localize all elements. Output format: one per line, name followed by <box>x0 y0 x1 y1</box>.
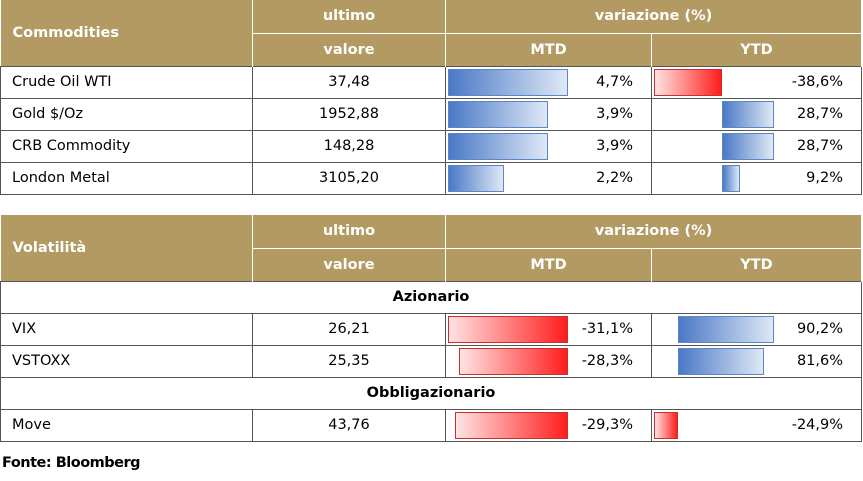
row-value: 43,76 <box>252 408 446 442</box>
row-name: VSTOXX <box>0 344 253 378</box>
mtd-cell: -28,3% <box>445 344 652 378</box>
row-name: London Metal <box>0 161 253 195</box>
ytd-bar <box>678 347 764 375</box>
mtd-cell: 2,2% <box>445 161 652 195</box>
row-name: Crude Oil WTI <box>0 65 253 99</box>
ytd-cell: 81,6% <box>650 344 863 378</box>
mtd-cell: 4,7% <box>445 65 652 99</box>
mtd-cell: 3,9% <box>445 129 652 163</box>
mtd-header: MTD <box>445 32 652 66</box>
mtd-cell: -29,3% <box>445 408 652 442</box>
ytd-bar <box>722 164 740 192</box>
row-value: 3105,20 <box>252 161 446 195</box>
mtd-bar <box>448 100 548 128</box>
mtd-cell: 3,9% <box>445 97 652 131</box>
row-name: Gold $/Oz <box>0 97 253 131</box>
ytd-bar <box>654 68 722 96</box>
variazione-header: variazione (%) <box>445 215 863 248</box>
ytd-bar <box>722 132 774 160</box>
valore-header: valore <box>252 247 446 281</box>
valore-header: valore <box>252 32 446 66</box>
table-row: Move 43,76 -29,3% -24,9% <box>0 408 863 442</box>
ytd-value: 9,2% <box>806 170 844 186</box>
ytd-header: YTD <box>651 247 863 281</box>
mtd-bar <box>448 315 568 343</box>
ultimo-header: ultimo <box>252 215 446 248</box>
mtd-bar <box>455 411 568 439</box>
ytd-cell: 28,7% <box>650 97 863 131</box>
volatility-title: Volatilità <box>0 215 253 281</box>
ytd-cell: 90,2% <box>650 312 863 346</box>
ytd-bar <box>654 411 678 439</box>
mtd-value: -28,3% <box>581 353 633 369</box>
ytd-cell: -24,9% <box>650 408 863 442</box>
mtd-value: -31,1% <box>581 321 633 337</box>
section-bonds: Obbligazionario <box>0 376 863 410</box>
mtd-header: MTD <box>445 247 652 281</box>
ytd-cell: -38,6% <box>650 65 863 99</box>
mtd-value: 4,7% <box>596 74 633 90</box>
ytd-value: 28,7% <box>796 138 844 154</box>
volatility-table: Volatilità ultimo variazione (%) valore … <box>0 215 863 442</box>
ytd-value: 90,2% <box>796 321 844 337</box>
ultimo-header: ultimo <box>252 0 446 33</box>
mtd-bar <box>459 347 568 375</box>
row-value: 1952,88 <box>252 97 446 131</box>
mtd-bar <box>448 132 548 160</box>
commodities-title: Commodities <box>0 0 253 66</box>
mtd-bar <box>448 68 568 96</box>
row-name: Move <box>0 408 253 442</box>
source-note: Fonte: Bloomberg <box>2 455 141 471</box>
row-value: 37,48 <box>252 65 446 99</box>
mtd-value: 3,9% <box>596 138 633 154</box>
row-value: 148,28 <box>252 129 446 163</box>
commodities-table: Commodities ultimo variazione (%) valore… <box>0 0 863 195</box>
table-row: Gold $/Oz 1952,88 3,9% 28,7% <box>0 97 863 131</box>
ytd-value: -38,6% <box>791 74 844 90</box>
row-name: VIX <box>0 312 253 346</box>
row-value: 26,21 <box>252 312 446 346</box>
mtd-bar <box>448 164 504 192</box>
section-equity: Azionario <box>0 280 863 314</box>
mtd-value: 2,2% <box>596 170 633 186</box>
ytd-bar <box>722 100 774 128</box>
table-row: Crude Oil WTI 37,48 4,7% -38,6% <box>0 65 863 99</box>
ytd-value: -24,9% <box>791 417 844 433</box>
row-value: 25,35 <box>252 344 446 378</box>
table-row: CRB Commodity 148,28 3,9% 28,7% <box>0 129 863 163</box>
ytd-bar <box>678 315 774 343</box>
ytd-cell: 9,2% <box>650 161 863 195</box>
mtd-value: -29,3% <box>581 417 633 433</box>
ytd-header: YTD <box>651 32 863 66</box>
table-row: VIX 26,21 -31,1% 90,2% <box>0 312 863 346</box>
ytd-value: 28,7% <box>796 106 844 122</box>
table-row: VSTOXX 25,35 -28,3% 81,6% <box>0 344 863 378</box>
table-row: London Metal 3105,20 2,2% 9,2% <box>0 161 863 195</box>
mtd-cell: -31,1% <box>445 312 652 346</box>
mtd-value: 3,9% <box>596 106 633 122</box>
row-name: CRB Commodity <box>0 129 253 163</box>
variazione-header: variazione (%) <box>445 0 863 33</box>
ytd-value: 81,6% <box>796 353 844 369</box>
ytd-cell: 28,7% <box>650 129 863 163</box>
